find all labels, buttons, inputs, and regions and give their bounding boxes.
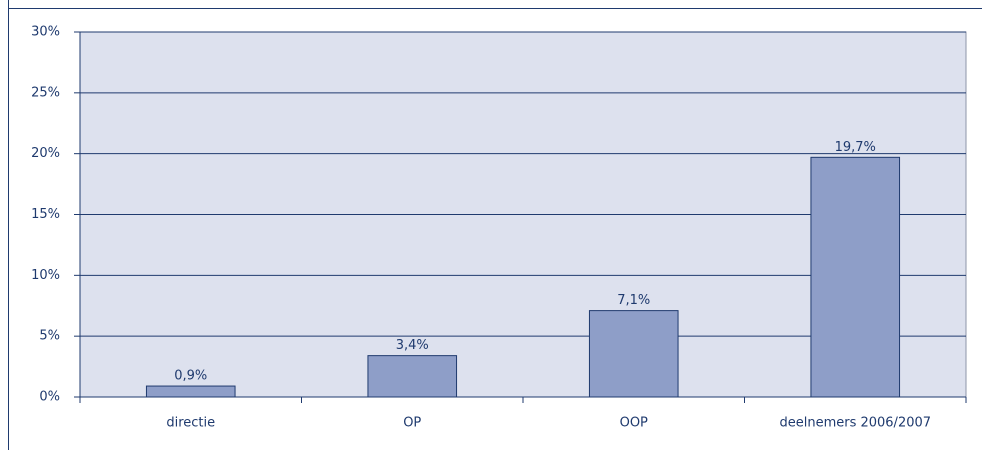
data-label: 3,4% <box>396 338 429 353</box>
y-tick-label: 30% <box>31 25 60 40</box>
y-tick-label: 15% <box>31 207 60 222</box>
y-tick-label: 5% <box>39 329 60 344</box>
data-label: 19,7% <box>835 140 876 155</box>
y-tick-label: 25% <box>31 85 60 100</box>
x-tick-label: deelnemers 2006/2007 <box>779 416 931 431</box>
bar <box>588 310 679 398</box>
bar <box>145 385 236 398</box>
bar <box>810 156 901 398</box>
x-tick-label: directie <box>166 416 215 431</box>
data-label: 7,1% <box>617 293 650 308</box>
y-tick-label: 0% <box>39 390 60 405</box>
x-tick-label: OOP <box>620 416 648 431</box>
data-label: 0,9% <box>174 369 207 384</box>
bar <box>367 355 458 398</box>
y-tick-label: 20% <box>31 146 60 161</box>
y-tick-label: 10% <box>31 268 60 283</box>
x-tick-label: OP <box>403 416 421 431</box>
